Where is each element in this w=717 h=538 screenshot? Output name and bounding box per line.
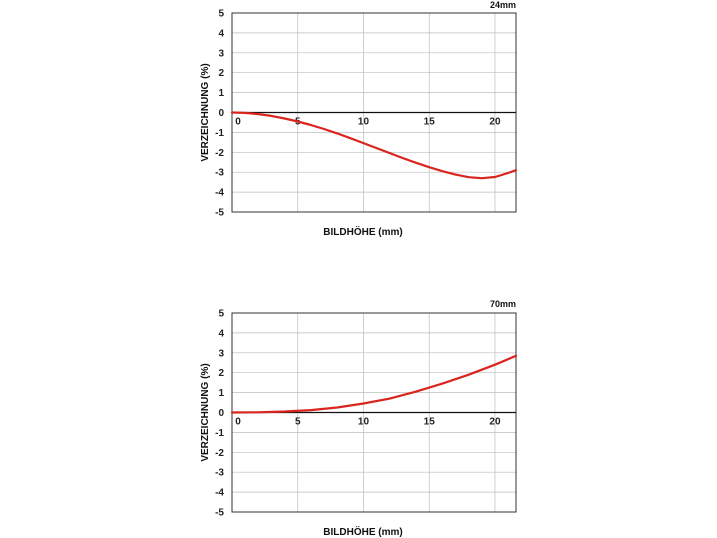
x-axis-label: BILDHÖHE (mm) (323, 525, 402, 538)
y-tick-label: -5 (215, 208, 224, 219)
x-tick-label: 5 (295, 417, 301, 428)
chart-title: 70mm (490, 299, 516, 309)
y-tick-label: -3 (215, 468, 224, 479)
y-tick-label: -5 (215, 508, 224, 519)
y-tick-label: 1 (218, 388, 224, 399)
x-tick-label: 0 (235, 417, 241, 428)
x-tick-label: 15 (424, 417, 436, 428)
y-tick-label: 1 (218, 88, 224, 99)
y-tick-label: 2 (218, 68, 224, 79)
y-tick-label: 0 (218, 108, 224, 119)
y-tick-label: 4 (218, 328, 224, 339)
y-tick-label: 4 (218, 28, 224, 39)
y-axis-label: VERZEICHNUNG (%) (200, 63, 211, 161)
distortion-curve (230, 354, 518, 414)
y-tick-label: -2 (215, 148, 224, 159)
y-tick-label: -3 (215, 168, 224, 179)
y-axis-label: VERZEICHNUNG (%) (200, 363, 211, 461)
x-tick-label: 0 (235, 117, 241, 128)
y-tick-label: -4 (215, 188, 224, 199)
y-tick-label: 0 (218, 408, 224, 419)
x-tick-label: 10 (358, 117, 370, 128)
x-tick-label: 10 (358, 417, 370, 428)
x-tick-label: 15 (424, 117, 436, 128)
y-tick-label: -4 (215, 488, 224, 499)
y-tick-label: 2 (218, 368, 224, 379)
x-tick-label: 20 (489, 117, 501, 128)
y-tick-label: -2 (215, 448, 224, 459)
x-axis-label: BILDHÖHE (mm) (323, 225, 402, 238)
x-tick-label: 20 (489, 417, 501, 428)
y-tick-label: 5 (218, 309, 224, 320)
distortion-curve (230, 111, 518, 180)
y-tick-label: 3 (218, 348, 224, 359)
y-tick-label: 5 (218, 9, 224, 20)
y-tick-label: 3 (218, 48, 224, 59)
chart-title: 24mm (490, 0, 516, 10)
y-tick-label: -1 (215, 128, 224, 139)
y-tick-label: -1 (215, 428, 224, 439)
